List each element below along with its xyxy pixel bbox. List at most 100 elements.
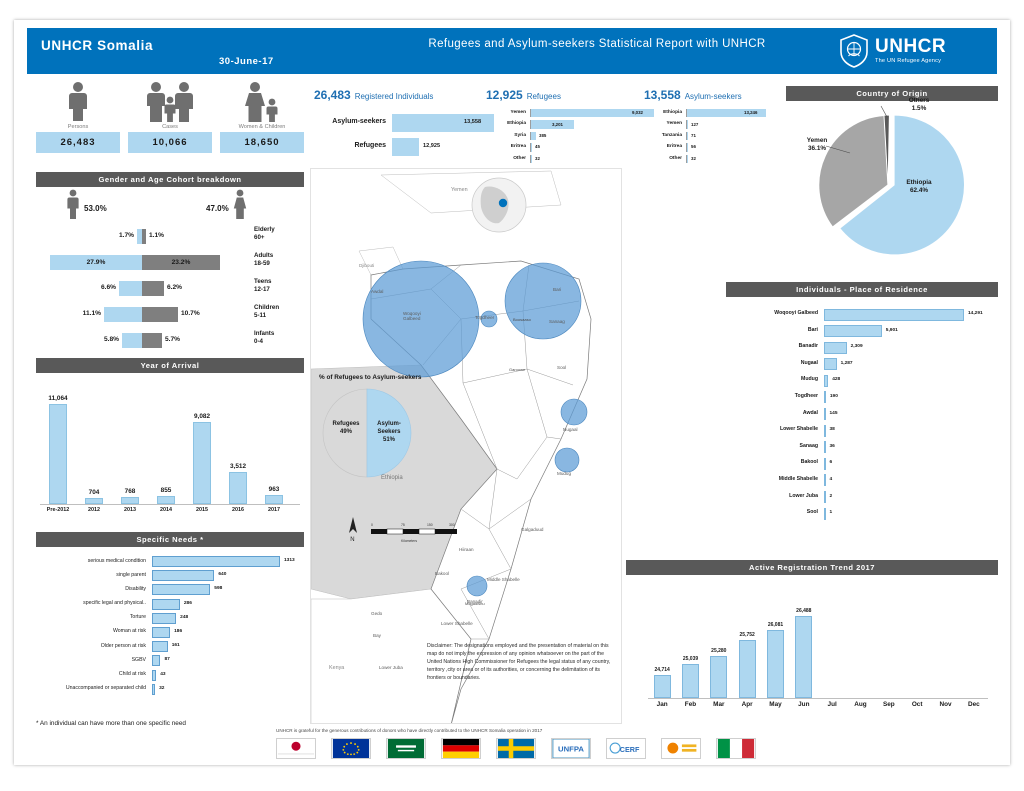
place-of-residence-chart: Woqooyi Galbeed 14,291 Bari 5,901 Banadir 2,3…: [726, 307, 998, 523]
year-bar-value: 704: [88, 488, 100, 496]
year-bar-value: 963: [268, 486, 280, 494]
registration-trend-title: Active Registration Trend 2017: [626, 560, 998, 575]
trend-bar-category: Jan: [656, 701, 668, 708]
residence-label: Awdal: [802, 409, 818, 416]
origin-label: Yemen: [666, 121, 682, 127]
origin-row: Eritrea 56: [640, 142, 770, 153]
registered-breakdown-label: Refugees: [354, 142, 386, 149]
coo-pie-svg: [818, 105, 966, 256]
gender-split: 53.0% 47.0%: [36, 187, 304, 225]
unhcr-logo: UNHCR The UN Refugee Agency: [839, 30, 989, 72]
kpi-row: Persons 26,483 Cases 10,066 Women & Ch: [36, 80, 304, 170]
trend-bar-category: Aug: [854, 701, 867, 708]
residence-label: Sanaag: [799, 442, 818, 449]
map-label-gedo: Gedo: [371, 611, 383, 616]
residence-value: 4: [829, 476, 833, 482]
specific-need-row: specific legal and physical.. 286: [36, 598, 304, 612]
bubble-mudug: [554, 447, 580, 473]
residence-value: 5,901: [885, 327, 898, 333]
residence-label: Woqooyi Galbeed: [774, 310, 818, 316]
registered-individuals-stat: 26,483 Registered Individuals: [314, 88, 433, 102]
bubble-banadir: [466, 575, 488, 597]
specific-need-bar: [152, 669, 157, 681]
residence-row: Mudug 428: [726, 373, 998, 390]
svg-text:Kilometers: Kilometers: [401, 539, 417, 543]
bubble-togdheer: [480, 310, 498, 328]
origin-bar: [686, 143, 688, 152]
map-label-bay: Bay: [373, 633, 381, 638]
map-label-bakool: Bakool: [435, 571, 450, 576]
map-label-lower-shabelle: Lower Shabelle: [441, 621, 473, 626]
female-icon: [233, 189, 246, 219]
flag-italy: [716, 738, 756, 759]
residence-value: 36: [829, 443, 835, 449]
residence-value: 1: [829, 510, 833, 516]
map-label-hiiraan: Hiiraan: [459, 547, 474, 552]
specific-need-row: single parent 640: [36, 569, 304, 583]
origin-value: 32: [691, 155, 696, 161]
kpi-persons-caption: Persons: [67, 124, 89, 130]
cohort-bar-female: [142, 333, 162, 348]
pie-label-ethiopia: Ethiopia 62.4%: [906, 179, 932, 195]
place-of-residence-title: Individuals - Place of Residence: [726, 282, 998, 297]
label-ethiopia: Ethiopia: [381, 475, 403, 481]
residence-bar: [824, 474, 826, 487]
footer: UNHCR is grateful for the generous contr…: [276, 728, 796, 759]
cohort-bar-female: [142, 229, 146, 244]
north-arrow-icon: N: [349, 517, 357, 543]
cohort-male-pct: 1.7%: [118, 232, 134, 239]
refugees-stat: 12,925 Refugees: [486, 88, 561, 102]
residence-value: 1,287: [840, 360, 853, 366]
residence-label: Banadir: [798, 343, 818, 350]
registered-breakdown-row: Asylum-seekers 13,558: [314, 112, 494, 136]
origin-value: 71: [691, 132, 696, 138]
logo-spain-cooperation: [661, 738, 701, 759]
trend-bar-value: 25,039: [682, 655, 699, 662]
label-kenya: Kenya: [329, 665, 344, 671]
trend-bar: [767, 629, 784, 698]
specific-need-value: 640: [218, 572, 227, 578]
map-label-middle-shabelle: Middle Shabelle: [487, 577, 520, 582]
year-bar: [264, 495, 284, 504]
year-bar-value: 768: [124, 488, 136, 496]
gender-age-title: Gender and Age Cohort breakdown: [36, 172, 304, 187]
place-of-residence-section: Individuals - Place of Residence Woqooyi…: [726, 282, 998, 538]
cohort-label: Elderly 60+: [254, 226, 275, 242]
map-label-sool: Sool: [557, 365, 567, 370]
trend-bar-value: 25,752: [739, 632, 755, 639]
cohort-bar-female: 23.2%: [142, 255, 220, 270]
origin-label: Tanzania: [661, 132, 682, 138]
origin-bar: [686, 131, 688, 141]
cohort-rows: 1.7% 1.1% Elderly 60+ 27.9% 23.2% Adults 18-59 6…: [36, 225, 304, 355]
residence-label: Bakool: [800, 459, 818, 466]
cohort-label: Infants 0-4: [254, 330, 275, 346]
origin-value: 13,246: [744, 110, 758, 116]
origin-row: Tanzania 71: [640, 131, 770, 142]
map-town-garoowe: Garoowe: [509, 367, 526, 372]
specific-need-row: Older person at risk 161: [36, 640, 304, 654]
registration-trend-chart: 24,714 Jan 25,039 Feb 25,280 Mar 25,752 Apr 26,0…: [648, 589, 988, 708]
residence-label: Togdheer: [794, 392, 818, 399]
trend-bar-category: May: [769, 701, 782, 708]
cohort-label: Adults 18-59: [254, 252, 274, 268]
residence-row: Bakool 6: [726, 456, 998, 473]
unhcr-emblem-icon: [840, 34, 868, 68]
map-pie-title: % of Refugees to Asylum-seekers: [319, 374, 422, 381]
kpi-women-children-caption: Women & Children: [238, 124, 286, 130]
cohort-female-pct: 10.7%: [181, 310, 200, 317]
cohort-bar-male: [104, 307, 142, 322]
year-of-arrival-title: Year of Arrival: [36, 358, 304, 373]
residence-value: 2,309: [850, 344, 863, 350]
registered-number: 26,483: [314, 88, 351, 102]
origin-bar: [530, 154, 532, 163]
residence-bar: [824, 374, 829, 387]
map-panel[interactable]: Ethiopia Kenya Djibouti Yemen: [310, 168, 622, 724]
specific-need-value: 248: [180, 614, 189, 620]
map-label-bari: Bari: [553, 287, 562, 292]
residence-bar: [824, 441, 826, 454]
origin-label: Ethiopia: [663, 110, 682, 115]
year-bar-value: 11,064: [48, 394, 68, 402]
map-pie-label-asylum: Asylum-Seekers 51%: [377, 421, 401, 443]
specific-need-value: 87: [164, 657, 170, 663]
map-pie-svg: [322, 388, 412, 478]
